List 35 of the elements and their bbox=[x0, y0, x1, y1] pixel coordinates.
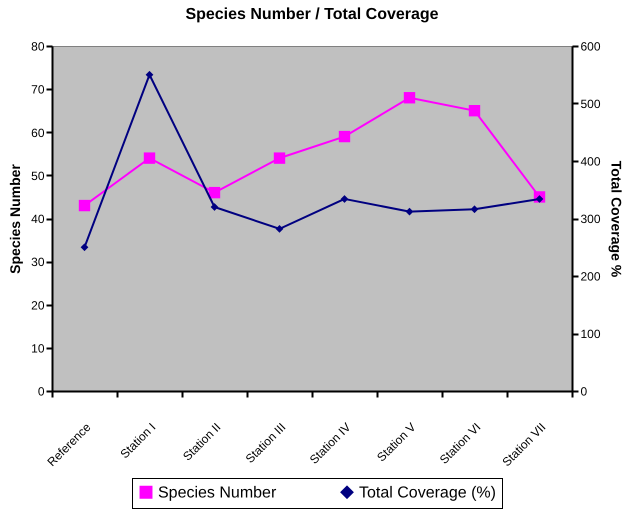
y2-axis-title: Total Coverage % bbox=[608, 160, 625, 278]
point bbox=[80, 243, 88, 252]
point bbox=[146, 70, 154, 79]
y-axis-title: Species Number bbox=[7, 164, 24, 274]
legend-label: Total Coverage (%) bbox=[359, 484, 496, 502]
point bbox=[340, 195, 348, 203]
y-tick-label: 20 bbox=[31, 298, 45, 312]
y-tick-label: 70 bbox=[31, 82, 45, 97]
point bbox=[208, 186, 220, 198]
point bbox=[406, 208, 414, 216]
y2-tick-label: 400 bbox=[580, 154, 601, 168]
chart-title: Species Number / Total Coverage bbox=[185, 6, 439, 23]
y-tick-label: 0 bbox=[38, 384, 45, 398]
y-tick-label: 10 bbox=[31, 341, 45, 356]
point bbox=[274, 152, 286, 164]
y2-tick-label: 100 bbox=[580, 327, 601, 341]
y2-tick-label: 200 bbox=[580, 270, 601, 284]
y-tick-label: 80 bbox=[31, 40, 45, 54]
y2-tick-label: 500 bbox=[580, 97, 601, 111]
y-tick-label: 50 bbox=[31, 168, 45, 183]
legend-label: Species Number bbox=[158, 484, 277, 502]
y2-tick-label: 0 bbox=[580, 384, 588, 398]
y-tick-label: 30 bbox=[31, 255, 45, 270]
point bbox=[470, 205, 478, 214]
y2-tick-label: 300 bbox=[580, 212, 601, 226]
y-tick-label: 60 bbox=[31, 126, 45, 140]
point bbox=[276, 224, 284, 233]
point bbox=[404, 92, 416, 104]
point bbox=[338, 130, 350, 142]
point bbox=[144, 152, 156, 164]
y-tick-label: 40 bbox=[31, 212, 45, 226]
point bbox=[468, 104, 480, 116]
point bbox=[210, 203, 218, 211]
y2-tick-label: 600 bbox=[580, 40, 601, 54]
point bbox=[78, 200, 90, 212]
